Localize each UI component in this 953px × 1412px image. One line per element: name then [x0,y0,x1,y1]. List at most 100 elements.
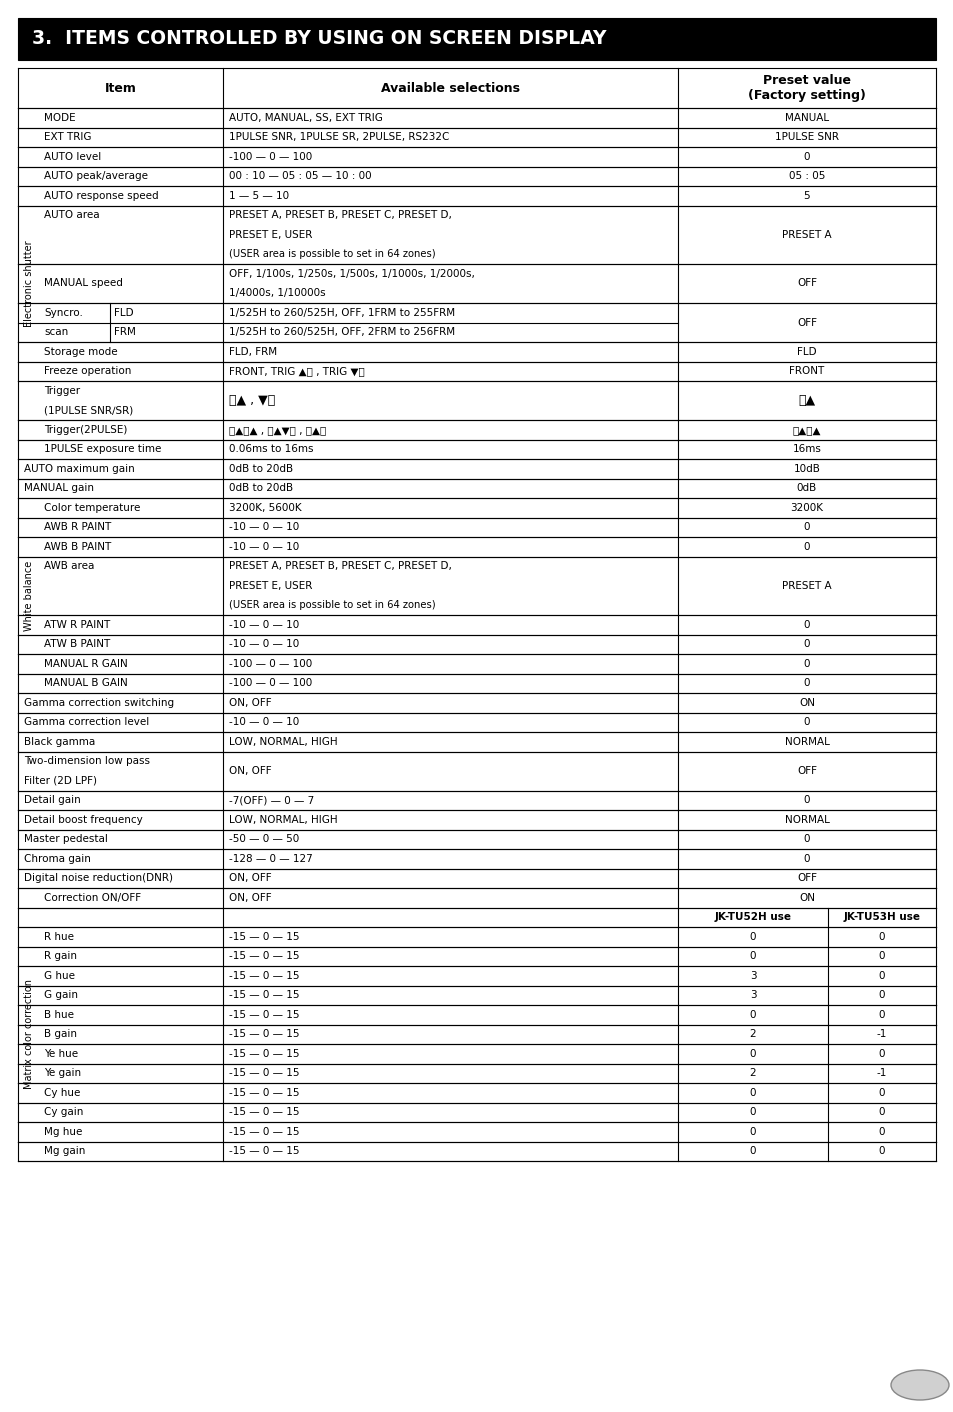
Text: 0: 0 [878,1127,884,1137]
Text: Gamma correction switching: Gamma correction switching [24,698,174,707]
Text: -100 — 0 — 100: -100 — 0 — 100 [229,659,312,669]
Text: Preset value: Preset value [762,75,850,88]
Text: Color temperature: Color temperature [44,503,140,513]
Text: (USER area is possible to set in 64 zones): (USER area is possible to set in 64 zone… [229,250,436,260]
Text: Item: Item [105,82,136,95]
Text: 0: 0 [749,1107,756,1117]
Text: 7: 7 [913,1377,925,1394]
Text: PRESET A, PRESET B, PRESET C, PRESET D,: PRESET A, PRESET B, PRESET C, PRESET D, [229,210,452,220]
Text: Gamma correction level: Gamma correction level [24,717,149,727]
Text: 0: 0 [878,971,884,981]
Text: ⎯▲ , ▼⎯: ⎯▲ , ▼⎯ [229,394,275,407]
Text: Black gamma: Black gamma [24,737,95,747]
Text: Trigger(2PULSE): Trigger(2PULSE) [44,425,128,435]
Text: AUTO, MANUAL, SS, EXT TRIG: AUTO, MANUAL, SS, EXT TRIG [229,113,382,123]
Text: -15 — 0 — 15: -15 — 0 — 15 [229,1087,299,1097]
Text: G gain: G gain [44,990,78,1000]
Text: 0: 0 [803,522,809,532]
Text: JK-TU52H use: JK-TU52H use [714,912,791,922]
Text: 0: 0 [878,990,884,1000]
Text: Correction ON/OFF: Correction ON/OFF [44,892,141,902]
Text: EXT TRIG: EXT TRIG [44,133,91,143]
Text: Two-dimension low pass: Two-dimension low pass [24,757,150,767]
Text: (USER area is possible to set in 64 zones): (USER area is possible to set in 64 zone… [229,600,436,610]
Text: 16ms: 16ms [792,445,821,455]
Text: OFF: OFF [796,278,816,288]
Text: -15 — 0 — 15: -15 — 0 — 15 [229,1127,299,1137]
Text: Mg hue: Mg hue [44,1127,82,1137]
Text: ON, OFF: ON, OFF [229,892,272,902]
Text: MANUAL gain: MANUAL gain [24,483,94,493]
Text: 3200K: 3200K [790,503,822,513]
Text: (1PULSE SNR∕SR): (1PULSE SNR∕SR) [44,405,133,415]
Text: -15 — 0 — 15: -15 — 0 — 15 [229,952,299,962]
Text: OFF, 1/100s, 1/250s, 1/500s, 1/1000s, 1/2000s,: OFF, 1/100s, 1/250s, 1/500s, 1/1000s, 1/… [229,268,475,278]
Text: AWB R PAINT: AWB R PAINT [44,522,112,532]
Text: 0: 0 [803,620,809,630]
Text: AUTO peak/average: AUTO peak/average [44,171,148,181]
Text: 0: 0 [803,854,809,864]
Text: PRESET E, USER: PRESET E, USER [229,580,312,590]
Text: Syncro.: Syncro. [44,308,83,318]
Text: 0: 0 [749,1010,756,1019]
Text: Detail boost frequency: Detail boost frequency [24,815,143,825]
Text: 1PULSE SNR: 1PULSE SNR [774,133,838,143]
Text: LOW, NORMAL, HIGH: LOW, NORMAL, HIGH [229,737,337,747]
Text: ON, OFF: ON, OFF [229,765,272,777]
Text: ⎯▲⎯▲: ⎯▲⎯▲ [792,425,821,435]
Text: AUTO maximum gain: AUTO maximum gain [24,463,134,474]
Text: 0: 0 [749,1087,756,1097]
Text: Ye hue: Ye hue [44,1049,78,1059]
Text: White balance: White balance [24,561,34,631]
Text: AUTO area: AUTO area [44,210,99,220]
Text: ATW R PAINT: ATW R PAINT [44,620,111,630]
Text: 3: 3 [749,971,756,981]
Text: 0: 0 [803,834,809,844]
Text: Storage mode: Storage mode [44,347,117,357]
Text: -15 — 0 — 15: -15 — 0 — 15 [229,1107,299,1117]
Text: 3: 3 [749,990,756,1000]
Text: 5: 5 [802,191,809,201]
Ellipse shape [890,1370,948,1401]
Text: 3.  ITEMS CONTROLLED BY USING ON SCREEN DISPLAY: 3. ITEMS CONTROLLED BY USING ON SCREEN D… [32,30,606,48]
Text: 0: 0 [878,1087,884,1097]
Text: Ye gain: Ye gain [44,1069,81,1079]
Text: -15 — 0 — 15: -15 — 0 — 15 [229,1010,299,1019]
Text: -10 — 0 — 10: -10 — 0 — 10 [229,620,299,630]
Text: 0: 0 [803,151,809,162]
Text: -10 — 0 — 10: -10 — 0 — 10 [229,542,299,552]
Text: 1PULSE SNR, 1PULSE SR, 2PULSE, RS232C: 1PULSE SNR, 1PULSE SR, 2PULSE, RS232C [229,133,449,143]
Text: JK-TU53H use: JK-TU53H use [842,912,920,922]
Text: -100 — 0 — 100: -100 — 0 — 100 [229,151,312,162]
Bar [18,18,935,59]
Text: OFF: OFF [796,873,816,884]
Text: Cy hue: Cy hue [44,1087,80,1097]
Text: ON, OFF: ON, OFF [229,873,272,884]
Text: NORMAL: NORMAL [783,737,828,747]
Text: PRESET A, PRESET B, PRESET C, PRESET D,: PRESET A, PRESET B, PRESET C, PRESET D, [229,561,452,572]
Text: FLD, FRM: FLD, FRM [229,347,276,357]
Text: ⎯▲: ⎯▲ [798,394,815,407]
Text: ATW B PAINT: ATW B PAINT [44,640,111,650]
Text: FRONT, TRIG ▲⎯ , TRIG ▼⎯: FRONT, TRIG ▲⎯ , TRIG ▼⎯ [229,366,364,376]
Text: MODE: MODE [44,113,75,123]
Text: 1 — 5 — 10: 1 — 5 — 10 [229,191,289,201]
Text: 0: 0 [749,952,756,962]
Text: 10dB: 10dB [793,463,820,474]
Text: 0: 0 [749,932,756,942]
Text: -15 — 0 — 15: -15 — 0 — 15 [229,971,299,981]
Text: 2: 2 [749,1069,756,1079]
Text: 0: 0 [803,640,809,650]
Text: Master pedestal: Master pedestal [24,834,108,844]
Text: 05 : 05: 05 : 05 [788,171,824,181]
Text: Electronic shutter: Electronic shutter [24,240,34,326]
Text: AUTO response speed: AUTO response speed [44,191,158,201]
Text: -15 — 0 — 15: -15 — 0 — 15 [229,1069,299,1079]
Text: Trigger: Trigger [44,385,80,395]
Text: 0: 0 [749,1049,756,1059]
Text: NORMAL: NORMAL [783,815,828,825]
Text: 0: 0 [803,795,809,805]
Text: R gain: R gain [44,952,77,962]
Text: 0dB to 20dB: 0dB to 20dB [229,463,293,474]
Text: FLD: FLD [113,308,133,318]
